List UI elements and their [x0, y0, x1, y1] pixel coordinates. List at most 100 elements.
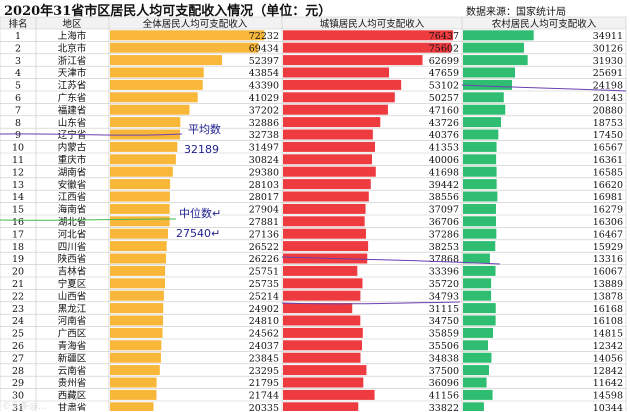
value-label: 16279 [593, 205, 623, 216]
average-line [0, 133, 183, 136]
region-label: 河北省 [58, 228, 87, 240]
bar-all [110, 315, 164, 326]
value-label: 34838 [429, 353, 459, 364]
region-label: 广西区 [58, 328, 87, 340]
bar-rural [463, 241, 496, 252]
bar-rural [463, 104, 506, 115]
bar-urban [283, 340, 363, 351]
value-label: 13878 [593, 291, 623, 302]
value-label: 12842 [593, 366, 623, 377]
bar-all [110, 216, 170, 227]
rank-label: 12 [12, 167, 24, 178]
rank-label: 24 [12, 316, 24, 327]
value-label: 15929 [593, 242, 623, 253]
bar-rural [463, 389, 493, 400]
value-label: 24902 [249, 304, 279, 315]
bar-all [110, 327, 163, 338]
region-label: 江苏省 [58, 80, 87, 92]
col-header-region: 地区 [62, 18, 82, 30]
bar-rural [463, 191, 498, 202]
value-label: 14815 [593, 329, 623, 340]
value-label: 33822 [429, 403, 459, 411]
region-label: 黑龙江 [58, 303, 87, 315]
rank-label: 17 [12, 229, 24, 240]
bar-rural [463, 67, 516, 78]
rank-label: 4 [15, 68, 21, 79]
rank-label: 25 [12, 329, 24, 340]
bar-urban [283, 30, 454, 41]
title-row: 2020年31省市区居民人均可支配收入情况（单位：元） 数据来源：国家统计局 [0, 0, 630, 19]
col-header-all: 全体居民人均可支配收入 [143, 18, 248, 30]
bar-rural [463, 30, 534, 41]
bar-rural [463, 42, 525, 53]
bar-all [110, 92, 198, 103]
rank-label: 30 [12, 391, 24, 402]
rank-label: 21 [12, 279, 24, 290]
value-label: 35720 [429, 279, 459, 290]
value-label: 47160 [429, 105, 459, 116]
bar-urban [283, 365, 367, 376]
region-label: 陕西省 [58, 253, 87, 265]
value-label: 24037 [249, 341, 279, 352]
bar-rural [463, 327, 494, 338]
region-label: 重庆市 [58, 154, 87, 166]
bar-all [110, 389, 157, 400]
value-label: 20880 [593, 105, 623, 116]
value-label: 29380 [249, 167, 279, 178]
bar-rural [463, 278, 492, 289]
region-label: 湖北省 [58, 216, 87, 228]
value-label: 34911 [593, 31, 623, 42]
bar-urban [283, 191, 369, 202]
value-label: 37202 [249, 105, 279, 116]
bar-all [110, 104, 190, 115]
value-label: 13889 [593, 279, 623, 290]
bar-all [110, 278, 166, 289]
bar-rural [463, 228, 497, 239]
value-label: 72232 [249, 31, 279, 42]
rank-label: 10 [12, 143, 24, 154]
value-label: 16168 [593, 304, 623, 315]
rank-label: 3 [15, 56, 21, 67]
value-label: 52397 [249, 56, 279, 67]
col-header-rural: 农村居民人均可支配收入 [492, 18, 597, 30]
header-row-bg [0, 17, 626, 29]
rank-label: 19 [12, 254, 24, 265]
value-label: 40376 [429, 130, 459, 141]
bar-all [110, 203, 170, 214]
value-label: 21744 [249, 391, 279, 402]
value-label: 11642 [593, 378, 623, 389]
value-label: 17450 [593, 130, 623, 141]
bar-rural [463, 179, 497, 190]
value-label: 18753 [593, 118, 623, 129]
region-label: 吉林省 [58, 266, 87, 278]
bar-urban [283, 303, 353, 314]
region-label: 新疆区 [58, 352, 87, 364]
bar-rural [463, 253, 490, 264]
bar-all [110, 154, 176, 165]
rank-label: 1 [15, 31, 21, 42]
value-label: 20143 [593, 93, 623, 104]
region-label: 内蒙古 [58, 142, 87, 154]
value-label: 75602 [429, 43, 459, 54]
bar-all [110, 377, 157, 388]
value-label: 24562 [249, 329, 279, 340]
bar-urban [283, 117, 381, 128]
value-label: 16585 [593, 167, 623, 178]
bar-all [110, 117, 181, 128]
bar-rural [463, 92, 504, 103]
bar-urban [283, 389, 375, 400]
value-label: 41156 [429, 391, 459, 402]
rank-label: 23 [12, 304, 24, 315]
rank-label: 27 [12, 353, 24, 364]
value-label: 16467 [593, 229, 623, 240]
bar-all [110, 352, 161, 363]
region-label: 河南省 [58, 315, 87, 327]
region-label: 福建省 [58, 104, 87, 116]
region-label: 海南省 [58, 204, 87, 216]
bar-all [110, 191, 170, 202]
value-label: 27881 [249, 217, 279, 228]
bar-urban [283, 241, 369, 252]
bar-all [110, 30, 265, 41]
value-label: 25751 [249, 267, 279, 278]
